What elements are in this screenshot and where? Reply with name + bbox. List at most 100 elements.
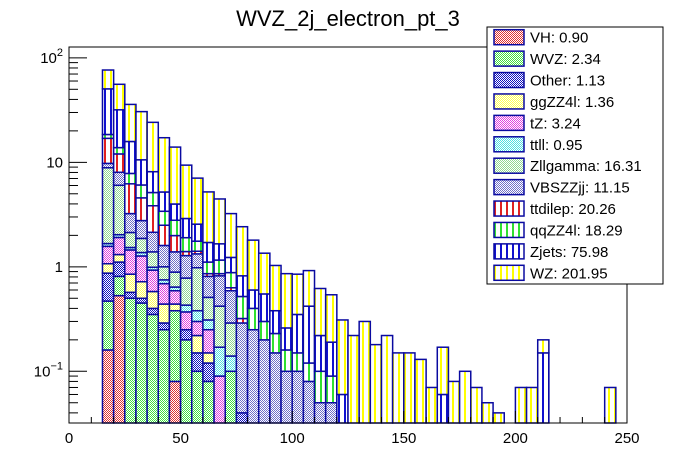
bar-ggzz4l-60 [202,352,215,364]
bar-ttdilep-25 [124,183,137,215]
bar-wz-140 [380,334,394,424]
bar-wz-165 [436,346,450,396]
bar-zjets-120 [336,393,349,424]
legend-label-wz: WZ: 201.95 [530,265,608,282]
bar-qqzz4l-75 [235,295,249,320]
bar-tz-20 [112,236,126,256]
bar-vbszzjj-115 [324,401,338,424]
chart-title: WVZ_2j_electron_pt_3 [236,6,460,31]
bar-ggzz4l-20 [112,253,126,263]
bar-zllgamma-20 [112,184,126,236]
bar-zjets-25 [124,140,137,175]
x-tick-label: 200 [503,430,528,447]
bar-tz-25 [124,249,137,275]
legend-label-qqzz4l: qqZZ4l: 18.29 [530,222,623,239]
bar-qqzz4l-90 [269,332,282,354]
y-tick-label: 1 [55,259,63,276]
bar-wz-30 [135,110,148,161]
bar-wz-180 [470,386,483,424]
bar-vbszzjj-50 [179,254,193,279]
bar-wz-200 [514,386,528,424]
bar-wz-95 [280,272,293,329]
bar-ttdilep-30 [135,197,148,222]
legend-swatch-tz [493,114,525,132]
bar-ttll-50 [179,304,193,313]
bar-tz-50 [179,311,193,331]
bar-zjets-115 [324,341,338,377]
bar-ttdilep-20 [112,153,126,174]
bar-zjets-50 [179,217,193,239]
x-axis: 0 50 100 150 200 250 [65,411,640,447]
bar-wvz-70 [224,370,238,424]
bar-zjets-70 [224,256,238,274]
legend-swatch-zjets [493,243,525,260]
bar-tz-40 [157,282,171,305]
bar-wz-190 [492,412,505,424]
bar-zjets-30 [135,159,148,186]
bar-wvz-50 [179,339,193,424]
bar-zllgamma-50 [179,277,193,306]
bar-wz-70 [224,212,238,259]
bar-tz-60 [202,328,215,354]
bar-ggzz4l-25 [124,273,137,294]
legend-label-zjets: Zjets: 75.98 [530,244,608,261]
bar-tz-65 [213,375,226,424]
bar-zllgamma-30 [135,237,148,254]
legend-label-ggzz4l: ggZZ4l: 1.36 [530,94,614,111]
bar-wz-35 [146,121,160,173]
bar-wvz-40 [157,328,171,424]
bar-zllgamma-55 [191,266,204,312]
bar-vbszzjj-75 [235,322,249,414]
legend-label-ttdilep: ttdilep: 20.26 [530,201,616,218]
bar-ttdilep-15 [101,137,115,165]
bar-wz-110 [313,287,327,337]
x-tick-label: 100 [280,430,305,447]
bar-other-55 [191,352,204,373]
bar-zjets-100 [291,313,305,354]
bar-wz-160 [425,386,439,424]
bar-vbszzjj-85 [257,339,271,424]
legend-label-tz: tZ: 3.24 [530,115,581,132]
legend-swatch-wz [493,264,525,282]
bar-qqzz4l-105 [302,362,316,383]
bar-other-15 [101,272,115,302]
legend-swatch-wvz [493,50,525,67]
bar-ggzz4l-45 [168,303,182,312]
bar-wz-145 [391,352,405,424]
bar-ttll-60 [202,319,215,331]
bar-zjets-165 [436,393,450,424]
bar-ttdilep-35 [146,205,160,234]
bar-vbszzjj-110 [313,401,327,424]
bar-zjets-105 [302,305,316,364]
bar-zjets-65 [213,243,226,261]
bar-zjets-75 [235,275,249,298]
bar-vbszzjj-60 [202,275,215,299]
legend-swatch-ggzz4l [493,93,525,110]
bar-zllgamma-40 [157,266,171,281]
bar-zjets-55 [191,223,204,242]
bar-tz-55 [191,320,204,337]
bar-qqzz4l-110 [313,370,327,404]
bar-qqzz4l-25 [124,172,137,185]
bar-vbszzjj-80 [246,328,260,424]
bar-zjets-35 [146,170,160,194]
bar-qqzz4l-35 [146,191,160,207]
bar-vh-45 [168,380,182,424]
bar-wz-55 [191,177,204,225]
bar-wz-50 [179,164,193,220]
bar-qqzz4l-70 [224,271,238,289]
bar-wvz-30 [135,302,148,424]
x-tick-label: 50 [172,430,189,447]
bar-wz-185 [481,401,494,424]
legend-swatch-ttdilep [493,200,525,217]
bar-qqzz4l-80 [246,307,260,331]
bar-zjets-15 [101,88,115,136]
bar-ttll-65 [213,346,226,377]
bar-zllgamma-70 [224,322,238,357]
bar-wz-65 [213,198,226,245]
bar-wz-115 [324,294,338,343]
bar-wvz-25 [124,297,137,424]
bar-vbszzjj-65 [213,275,226,307]
legend-label-zllgamma: Zllgamma: 16.31 [530,158,642,175]
bar-other-40 [157,322,171,331]
